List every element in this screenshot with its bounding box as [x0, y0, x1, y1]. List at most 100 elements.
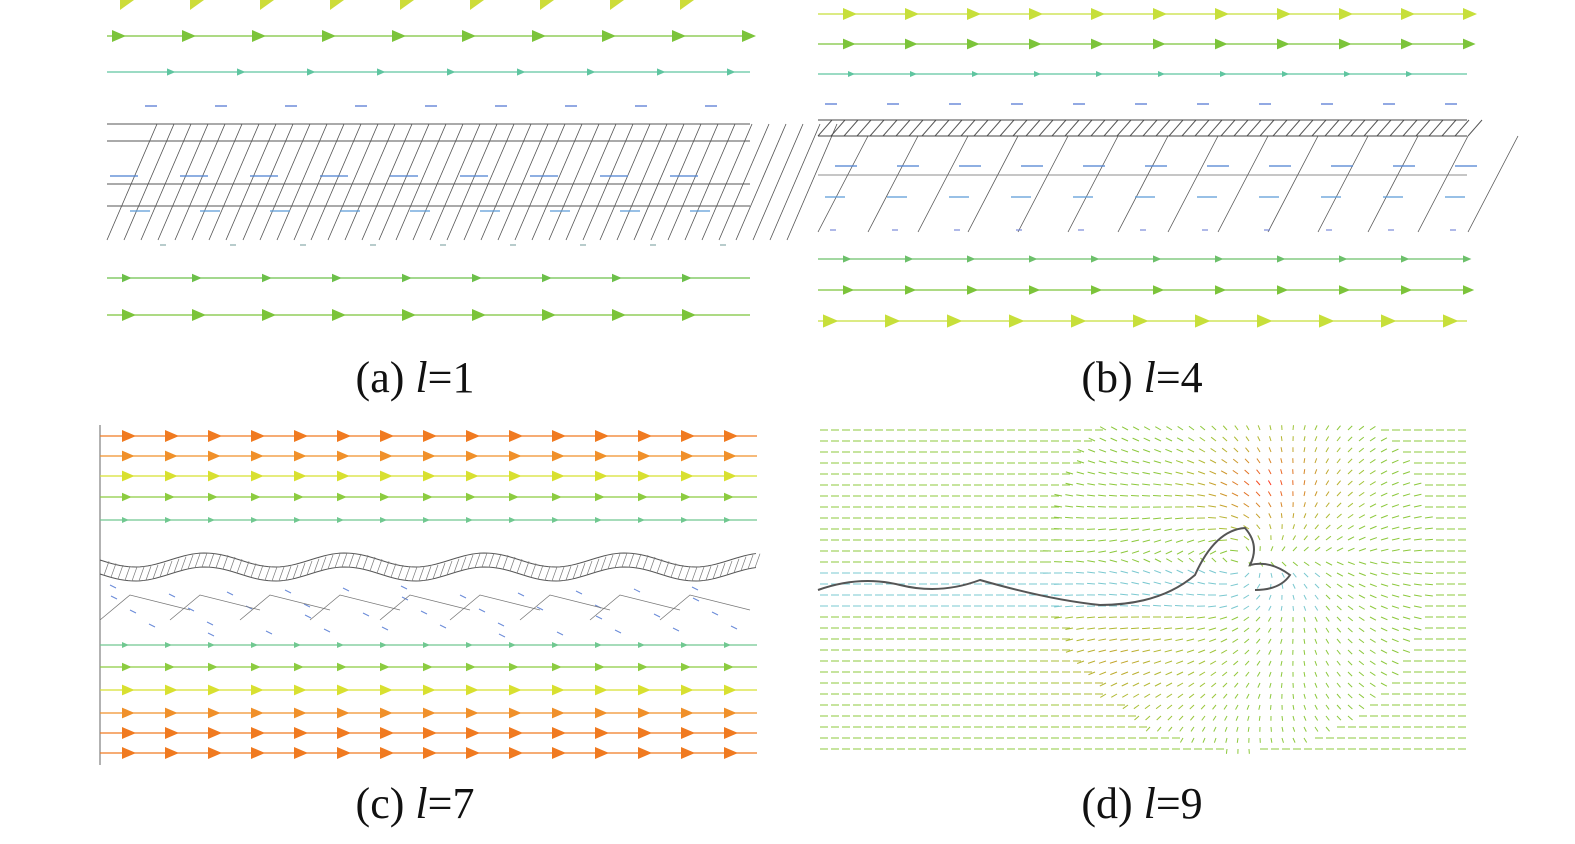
vector — [1255, 513, 1261, 519]
arrow-head — [423, 517, 430, 523]
vector — [1358, 616, 1365, 621]
arrow-head — [294, 684, 307, 696]
caption-variable: l — [1144, 779, 1156, 828]
arrow-head — [552, 662, 562, 672]
arrow-head — [466, 684, 479, 696]
hatch — [747, 554, 754, 570]
arrow-head — [1091, 285, 1103, 295]
hatch — [712, 564, 719, 579]
vector — [1219, 516, 1228, 519]
vector — [1209, 470, 1217, 475]
vector — [1131, 528, 1140, 531]
arrow-head — [447, 68, 456, 76]
arrow-head — [208, 747, 222, 759]
arrow-head — [332, 309, 346, 321]
hatch — [488, 552, 495, 568]
hatch — [917, 135, 969, 233]
arrow-head — [251, 747, 265, 759]
vector — [1369, 548, 1378, 552]
vector — [1267, 627, 1272, 633]
vector — [1247, 726, 1250, 732]
vector — [1336, 616, 1342, 622]
vector — [1219, 493, 1228, 497]
vector — [1224, 715, 1228, 721]
vector — [1176, 550, 1184, 555]
arrow-head — [638, 517, 645, 523]
vector — [1225, 737, 1228, 743]
arrow-head — [848, 71, 855, 77]
arrow-head — [1133, 314, 1149, 328]
vector — [1269, 436, 1272, 442]
vector — [1154, 558, 1162, 563]
vector — [1087, 660, 1096, 664]
vector — [1176, 569, 1184, 574]
vector — [1098, 559, 1107, 563]
vector — [1098, 494, 1107, 497]
hatch — [1038, 119, 1054, 137]
arrow-head — [1282, 71, 1289, 77]
vector — [1268, 458, 1272, 464]
vector — [1222, 682, 1228, 688]
vector — [1268, 447, 1272, 453]
hatch — [327, 554, 334, 570]
arrow-head — [208, 492, 218, 502]
vector — [1391, 481, 1399, 486]
vector — [1325, 547, 1332, 552]
hatch — [159, 562, 166, 578]
vector — [1243, 514, 1250, 519]
vector — [1336, 649, 1341, 655]
vector — [1255, 627, 1261, 633]
vector — [1358, 627, 1365, 633]
vector — [1197, 482, 1206, 486]
vector — [1347, 594, 1354, 599]
hatch — [867, 135, 919, 233]
arrow-head — [595, 662, 605, 672]
arrow-head — [1153, 255, 1162, 263]
arrow-head — [1339, 8, 1353, 20]
vector — [1256, 649, 1261, 655]
caption: (b) l=4 — [1081, 353, 1202, 402]
arrow-head — [466, 517, 473, 523]
arrow-head — [337, 470, 350, 482]
vector — [1243, 605, 1250, 610]
vector — [1336, 480, 1341, 486]
vector — [1336, 458, 1341, 464]
vector — [1076, 627, 1085, 630]
vector — [1087, 616, 1096, 619]
vector — [1245, 546, 1250, 552]
arrow-head — [165, 642, 172, 648]
vector — [1303, 572, 1309, 578]
vector — [1402, 549, 1411, 552]
vector — [1280, 616, 1283, 622]
vector — [1225, 748, 1228, 754]
caption-prefix: (a) — [356, 353, 405, 402]
vector — [1233, 447, 1239, 453]
arrow-head — [682, 273, 692, 283]
hatch — [642, 555, 649, 570]
arrow-head — [337, 684, 350, 696]
vector — [1303, 627, 1306, 633]
vector — [1267, 480, 1272, 486]
hatch — [327, 123, 379, 241]
vector — [1120, 582, 1129, 585]
vector — [1176, 448, 1184, 453]
vector — [1213, 737, 1217, 743]
vector — [1179, 737, 1184, 743]
vector — [1120, 638, 1129, 641]
vector — [1076, 638, 1085, 642]
vector — [1270, 546, 1274, 552]
vector — [1391, 561, 1400, 564]
vector — [1347, 671, 1353, 677]
vector — [1120, 660, 1129, 664]
hatch — [411, 566, 418, 582]
vector — [1424, 594, 1433, 597]
streak — [309, 594, 401, 621]
vector — [1076, 649, 1085, 653]
vector — [1243, 583, 1250, 588]
vector — [1166, 704, 1173, 710]
arrow-head — [380, 642, 387, 648]
vector — [1120, 494, 1129, 497]
vector — [1197, 581, 1206, 585]
vector — [1098, 471, 1107, 475]
arrow-head — [638, 727, 652, 739]
